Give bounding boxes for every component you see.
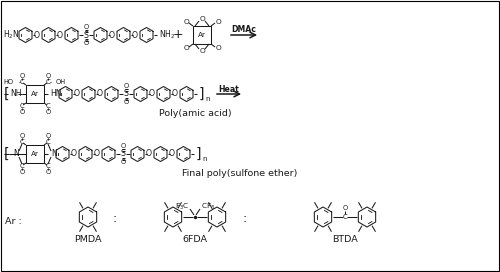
Text: O: O — [183, 19, 189, 25]
Text: O: O — [215, 19, 221, 25]
Text: O: O — [20, 133, 24, 139]
Text: O: O — [94, 150, 100, 159]
Text: O: O — [70, 150, 76, 159]
Text: HN: HN — [50, 89, 62, 98]
Text: O: O — [124, 99, 128, 105]
Text: C: C — [46, 103, 51, 109]
Text: O: O — [168, 150, 174, 159]
Text: O: O — [132, 30, 138, 39]
Text: :: : — [113, 212, 117, 225]
Text: DMAc: DMAc — [232, 26, 256, 35]
Text: O: O — [146, 150, 152, 159]
Text: O: O — [120, 159, 126, 165]
Text: n: n — [205, 96, 210, 102]
Text: C: C — [46, 79, 51, 85]
Text: O: O — [20, 109, 24, 115]
Text: O: O — [46, 109, 51, 115]
Text: :: : — [243, 212, 247, 225]
Text: ]: ] — [199, 87, 204, 101]
Text: CF$_3$: CF$_3$ — [201, 202, 216, 212]
Text: S: S — [124, 89, 128, 98]
Text: Poly(amic acid): Poly(amic acid) — [158, 110, 232, 119]
Text: C: C — [20, 103, 24, 109]
Text: HO: HO — [4, 79, 14, 85]
Text: +: + — [172, 29, 184, 42]
Text: C: C — [342, 214, 347, 220]
Text: S: S — [120, 150, 126, 159]
Text: O: O — [215, 45, 221, 51]
Text: C: C — [20, 163, 24, 169]
Text: C: C — [20, 79, 24, 85]
Text: O: O — [342, 205, 347, 211]
Text: N: N — [13, 150, 19, 159]
Text: BTDA: BTDA — [332, 234, 358, 243]
Text: O: O — [124, 83, 128, 89]
Text: N: N — [51, 150, 57, 159]
Text: Ar: Ar — [31, 91, 39, 97]
Text: O: O — [20, 169, 24, 175]
Text: O: O — [84, 24, 88, 30]
Text: OH: OH — [56, 79, 66, 85]
Text: O: O — [46, 73, 51, 79]
Text: O: O — [108, 30, 114, 39]
Text: O: O — [46, 169, 51, 175]
Text: O: O — [84, 40, 88, 46]
Text: O: O — [56, 30, 62, 39]
Text: O: O — [148, 89, 154, 98]
Text: O: O — [199, 16, 205, 22]
Text: [: [ — [4, 147, 10, 161]
Text: S: S — [84, 30, 88, 39]
Text: NH$_2$: NH$_2$ — [159, 29, 176, 41]
Text: n: n — [202, 156, 206, 162]
Text: O: O — [46, 133, 51, 139]
Text: O: O — [199, 48, 205, 54]
Text: NH: NH — [10, 89, 22, 98]
Text: F$_3$C: F$_3$C — [174, 202, 189, 212]
Text: O: O — [120, 143, 126, 149]
Text: Ar: Ar — [31, 151, 39, 157]
Text: H$_2$N: H$_2$N — [3, 29, 20, 41]
Text: C: C — [46, 163, 51, 169]
Text: Final poly(sulfone ether): Final poly(sulfone ether) — [182, 169, 298, 178]
Text: Ar: Ar — [198, 32, 206, 38]
Text: PMDA: PMDA — [74, 234, 102, 243]
Text: 6FDA: 6FDA — [182, 234, 208, 243]
Text: O: O — [96, 89, 102, 98]
Text: C: C — [46, 139, 51, 145]
Text: C: C — [20, 139, 24, 145]
Text: O: O — [34, 30, 40, 39]
Text: [: [ — [4, 87, 10, 101]
Text: O: O — [20, 73, 24, 79]
Text: Ar :: Ar : — [5, 218, 22, 227]
Text: O: O — [172, 89, 177, 98]
Text: O: O — [183, 45, 189, 51]
Text: O: O — [74, 89, 80, 98]
Text: Heat: Heat — [218, 85, 240, 94]
Text: ]: ] — [196, 147, 202, 161]
